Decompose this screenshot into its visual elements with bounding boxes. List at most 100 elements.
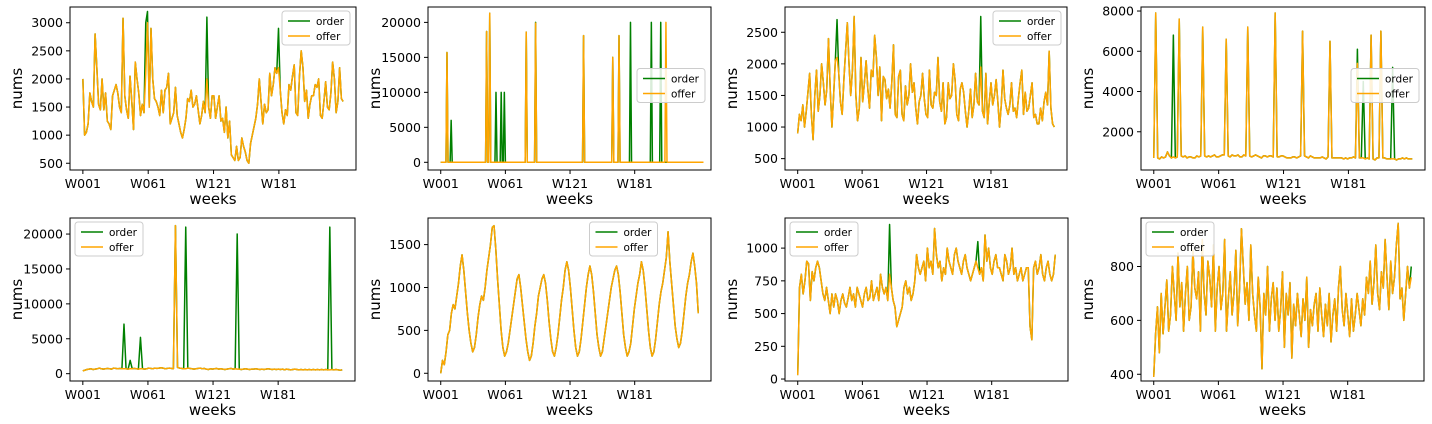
legend: order offer bbox=[636, 68, 706, 103]
y-tick-label: 1500 bbox=[31, 100, 63, 115]
x-axis-label: weeks bbox=[1259, 401, 1306, 419]
y-tick-label: 2500 bbox=[746, 25, 778, 40]
legend-label-offer: offer bbox=[109, 242, 134, 254]
y-tick-label: 1000 bbox=[746, 241, 778, 256]
y-tick-label: 15000 bbox=[381, 50, 421, 65]
x-tick-label: W121 bbox=[195, 176, 231, 191]
legend-label-order: order bbox=[316, 16, 345, 28]
y-tick-label: 500 bbox=[39, 156, 63, 171]
y-axis-label: nums bbox=[1079, 68, 1097, 110]
x-tick-label: W001 bbox=[780, 387, 816, 402]
x-tick-label: W001 bbox=[1136, 387, 1172, 402]
x-tick-label: W121 bbox=[908, 176, 944, 191]
y-tick-label: 3000 bbox=[31, 15, 63, 30]
x-tick-label: W061 bbox=[130, 387, 166, 402]
legend-label-offer: offer bbox=[316, 31, 341, 43]
y-axis-label: nums bbox=[8, 68, 26, 110]
x-tick-label: W061 bbox=[844, 387, 880, 402]
legend: order offer bbox=[281, 10, 351, 46]
subplot-7: 0 250 500 750 1000 W001 W061 W121 W181 weeks nums o… bbox=[723, 217, 1069, 419]
legend-label-offer: offer bbox=[671, 88, 696, 100]
x-tick-label: W061 bbox=[487, 176, 523, 191]
x-tick-label: W181 bbox=[617, 176, 653, 191]
legend: order offer bbox=[1145, 221, 1215, 257]
y-tick-label: 5000 bbox=[31, 331, 63, 346]
x-tick-label: W001 bbox=[423, 176, 459, 191]
series-line-offer bbox=[439, 224, 700, 374]
x-axis-label: weeks bbox=[903, 401, 950, 419]
series-line-offer bbox=[82, 17, 344, 165]
x-tick-label: W001 bbox=[780, 176, 816, 191]
y-axis-label: nums bbox=[1079, 279, 1097, 321]
legend-label-order: order bbox=[824, 227, 853, 239]
x-tick-label: W061 bbox=[130, 176, 166, 191]
y-tick-label: 8000 bbox=[1102, 4, 1134, 19]
y-tick-label: 1500 bbox=[746, 88, 778, 103]
subplot-1: 500 1000 1500 2000 2500 3000 W001 W061 W121 W181 w… bbox=[8, 6, 357, 208]
y-tick-label: 2000 bbox=[31, 71, 63, 86]
plot-frame bbox=[427, 217, 712, 382]
x-tick-label: W181 bbox=[260, 387, 296, 402]
x-tick-label: W001 bbox=[1136, 176, 1172, 191]
legend-label-offer: offer bbox=[1385, 88, 1410, 100]
y-tick-label: 600 bbox=[1110, 313, 1134, 328]
x-tick-label: W121 bbox=[1265, 176, 1301, 191]
y-tick-label: 20000 bbox=[23, 227, 63, 242]
x-tick-label: W001 bbox=[423, 387, 459, 402]
legend-label-order: order bbox=[1180, 227, 1209, 239]
y-tick-label: 2000 bbox=[1102, 124, 1134, 139]
y-axis-label: nums bbox=[366, 279, 384, 321]
legend-label-order: order bbox=[1027, 16, 1056, 28]
y-tick-label: 1000 bbox=[389, 280, 421, 295]
series-line-offer bbox=[796, 227, 1057, 376]
x-tick-label: W181 bbox=[974, 387, 1010, 402]
y-tick-label: 4000 bbox=[1102, 84, 1134, 99]
x-tick-label: W061 bbox=[487, 387, 523, 402]
y-axis-label: nums bbox=[366, 68, 384, 110]
plot-frame bbox=[427, 6, 712, 171]
series-line-offer bbox=[1153, 12, 1413, 161]
y-tick-label: 6000 bbox=[1102, 44, 1134, 59]
subplot-3: 500 1000 1500 2000 2500 W001 W061 W121 W181 weeks… bbox=[723, 6, 1068, 208]
plot-frame bbox=[784, 217, 1069, 382]
y-tick-label: 2000 bbox=[746, 56, 778, 71]
series-line-offer bbox=[440, 12, 704, 164]
x-tick-label: W181 bbox=[261, 176, 297, 191]
legend: order offer bbox=[74, 221, 144, 257]
plot-frame bbox=[69, 6, 357, 171]
y-tick-label: 800 bbox=[1110, 259, 1134, 274]
y-tick-label: 2500 bbox=[31, 43, 63, 58]
y-tick-label: 10000 bbox=[23, 296, 63, 311]
y-tick-label: 5000 bbox=[389, 120, 421, 135]
y-tick-label: 20000 bbox=[381, 15, 421, 30]
x-tick-label: W181 bbox=[973, 176, 1009, 191]
subplot-5: 0 5000 10000 15000 20000 W001 W061 W121 W181 week… bbox=[8, 217, 356, 419]
legend-label-offer: offer bbox=[1180, 242, 1205, 254]
legend-label-offer: offer bbox=[824, 242, 849, 254]
legend-label-offer: offer bbox=[1027, 31, 1052, 43]
legend-label-order: order bbox=[624, 227, 653, 239]
y-tick-label: 10000 bbox=[381, 85, 421, 100]
y-axis-label: nums bbox=[723, 68, 741, 110]
series-line-offer bbox=[82, 224, 343, 372]
plot-frame bbox=[69, 217, 356, 382]
y-axis-label: nums bbox=[723, 279, 741, 321]
x-tick-label: W061 bbox=[1201, 176, 1237, 191]
y-axis-label: nums bbox=[8, 279, 26, 321]
y-tick-label: 1000 bbox=[746, 120, 778, 135]
subplot-2: 0 5000 10000 15000 20000 W001 W061 W121 W181 week… bbox=[366, 6, 712, 208]
x-tick-label: W121 bbox=[552, 176, 588, 191]
y-tick-label: 0 bbox=[770, 372, 778, 387]
y-tick-label: 750 bbox=[754, 273, 778, 288]
x-axis-label: weeks bbox=[902, 190, 949, 208]
x-tick-label: W181 bbox=[617, 387, 653, 402]
y-tick-label: 500 bbox=[397, 323, 421, 338]
y-tick-label: 15000 bbox=[23, 261, 63, 276]
series-line-offer bbox=[796, 15, 1055, 141]
x-axis-label: weeks bbox=[546, 401, 593, 419]
y-tick-label: 400 bbox=[1110, 367, 1134, 382]
x-tick-label: W121 bbox=[195, 387, 231, 402]
legend: order offer bbox=[789, 221, 859, 257]
y-tick-label: 1000 bbox=[31, 128, 63, 143]
x-axis-label: weeks bbox=[189, 190, 236, 208]
